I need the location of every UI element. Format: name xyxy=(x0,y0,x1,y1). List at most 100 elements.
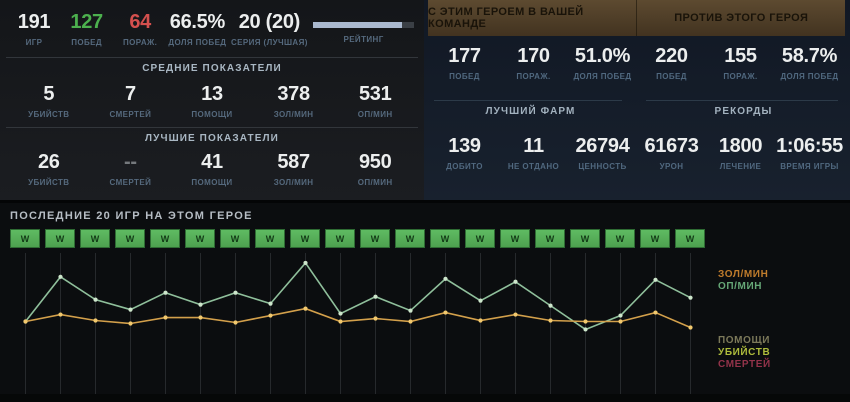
stat-damage: 61673 УРОН xyxy=(637,134,706,171)
legend-item: ЗОЛ/МИН xyxy=(718,269,769,280)
stat-value: 587 xyxy=(277,151,310,173)
stat-value: 177 xyxy=(448,45,481,67)
chart-data-point xyxy=(373,294,378,299)
stat-label: ПОРАЖ. xyxy=(516,72,551,81)
stat-value: 41 xyxy=(201,151,223,173)
chart-data-point xyxy=(58,274,63,279)
stat-value: 51.0% xyxy=(574,45,631,67)
rating-label: РЕЙТИНГ xyxy=(343,35,384,44)
rating-bar-fill xyxy=(313,22,402,28)
chart-data-point xyxy=(373,316,378,321)
stat-label: ПОБЕД xyxy=(656,72,687,81)
stat-best-xpm: 950 ОП/МИН xyxy=(334,150,416,187)
game-result-badge[interactable]: W xyxy=(535,229,565,248)
game-result-badge[interactable]: W xyxy=(570,229,600,248)
stat-value: 139 xyxy=(448,135,481,157)
stat-wins: 127 ПОБЕД xyxy=(58,10,115,47)
stat-label: УБИЙСТВ xyxy=(28,178,70,187)
chart-line xyxy=(24,261,691,331)
stat-value: 20 (20) xyxy=(238,11,301,33)
stat-against-losses: 155 ПОРАЖ. xyxy=(706,44,775,81)
chart-data-point xyxy=(198,315,203,320)
stat-value: 66.5% xyxy=(169,11,226,33)
game-result-badge[interactable]: W xyxy=(465,229,495,248)
chart-data-point xyxy=(688,295,693,300)
rating-meter: РЕЙТИНГ xyxy=(309,10,418,47)
rating-bar xyxy=(313,22,414,28)
stat-label: ПОРАЖ. xyxy=(123,38,158,47)
divider xyxy=(646,100,838,101)
chart-data-point xyxy=(93,318,98,323)
stat-value: 220 xyxy=(655,45,688,67)
chart-data-point xyxy=(653,310,658,315)
stat-avg-assists: 13 ПОМОЩИ xyxy=(171,82,253,119)
game-result-badge[interactable]: W xyxy=(325,229,355,248)
stat-best-gpm: 587 ЗОЛ/МИН xyxy=(253,150,335,187)
legend-rates: ЗОЛ/МИН ОП/МИН xyxy=(718,269,768,293)
chart-data-point xyxy=(408,308,413,313)
stat-value: 1:06:55 xyxy=(776,135,843,157)
chart-data-point xyxy=(583,327,588,332)
chart-data-point xyxy=(443,310,448,315)
game-result-badge[interactable]: W xyxy=(255,229,285,248)
team-stats-panel: С ЭТИМ ГЕРОЕМ В ВАШЕЙ КОМАНДЕ ПРОТИВ ЭТО… xyxy=(424,0,850,200)
stat-value: 26 xyxy=(37,151,60,173)
game-result-badge[interactable]: W xyxy=(675,229,705,248)
divider xyxy=(6,57,418,58)
game-result-badge[interactable]: W xyxy=(395,229,425,248)
game-result-badge[interactable]: W xyxy=(605,229,635,248)
chart-data-point xyxy=(513,279,518,284)
game-result-badge[interactable]: W xyxy=(640,229,670,248)
stat-avg-gpm: 378 ЗОЛ/МИН xyxy=(253,82,335,119)
game-result-badge[interactable]: W xyxy=(10,229,40,248)
best-title: ЛУЧШИЕ ПОКАЗАТЕЛИ xyxy=(145,133,279,144)
game-result-badge[interactable]: W xyxy=(45,229,75,248)
stat-label: ЗОЛ/МИН xyxy=(273,178,314,187)
recent-games-title: ПОСЛЕДНИЕ 20 ИГР НА ЭТОМ ГЕРОЕ xyxy=(10,210,253,222)
stat-streak: 20 (20) СЕРИЯ (ЛУЧШАЯ) xyxy=(230,10,309,47)
stat-label: ЦЕННОСТЬ xyxy=(578,162,627,171)
stat-value: 127 xyxy=(70,11,103,33)
chart-data-point xyxy=(618,319,623,324)
chart-data-point xyxy=(478,318,483,323)
stat-last-hits: 139 ДОБИТО xyxy=(430,134,499,171)
game-result-badge[interactable]: W xyxy=(80,229,110,248)
game-result-badge[interactable]: W xyxy=(500,229,530,248)
game-result-badge[interactable]: W xyxy=(115,229,145,248)
game-result-badge[interactable]: W xyxy=(290,229,320,248)
stat-label: ЛЕЧЕНИЕ xyxy=(719,162,762,171)
stat-value: -- xyxy=(124,151,137,173)
chart-data-point xyxy=(163,315,168,320)
stat-healing: 1800 ЛЕЧЕНИЕ xyxy=(706,134,775,171)
stat-value: 58.7% xyxy=(781,45,838,67)
legend-item: УБИЙСТВ xyxy=(718,347,771,358)
game-result-badge[interactable]: W xyxy=(430,229,460,248)
stat-value: 378 xyxy=(277,83,310,105)
chart-data-point xyxy=(583,319,588,324)
stat-with-wins: 177 ПОБЕД xyxy=(430,44,499,81)
stat-label: ЗОЛ/МИН xyxy=(273,110,314,119)
legend-item: ПОМОЩИ xyxy=(718,335,771,346)
team-stats-row: 177 ПОБЕД 170 ПОРАЖ. 51.0% ДОЛЯ ПОБЕД 22… xyxy=(430,44,844,81)
chart-line xyxy=(25,307,691,329)
game-result-badge[interactable]: W xyxy=(220,229,250,248)
chart-data-point xyxy=(233,290,238,295)
stat-label: ОП/МИН xyxy=(357,110,393,119)
stat-with-winrate: 51.0% ДОЛЯ ПОБЕД xyxy=(568,44,637,81)
stat-label: ДОЛЯ ПОБЕД xyxy=(168,38,227,47)
game-result-badge[interactable]: W xyxy=(185,229,215,248)
best-farm-title: ЛУЧШИЙ ФАРМ xyxy=(485,106,576,117)
stat-value: 1800 xyxy=(718,135,763,157)
game-result-badge[interactable]: W xyxy=(360,229,390,248)
stat-avg-deaths: 7 СМЕРТЕЙ xyxy=(90,82,172,119)
stat-avg-xpm: 531 ОП/МИН xyxy=(334,82,416,119)
stat-label: ПОРАЖ. xyxy=(723,72,758,81)
against-hero-title: ПРОТИВ ЭТОГО ГЕРОЯ xyxy=(674,12,809,24)
chart-data-point xyxy=(548,318,553,323)
game-result-badge[interactable]: W xyxy=(150,229,180,248)
stat-best-deaths: -- СМЕРТЕЙ xyxy=(90,150,172,187)
panel-footer-strip xyxy=(0,394,850,402)
chart-data-point xyxy=(653,277,658,282)
